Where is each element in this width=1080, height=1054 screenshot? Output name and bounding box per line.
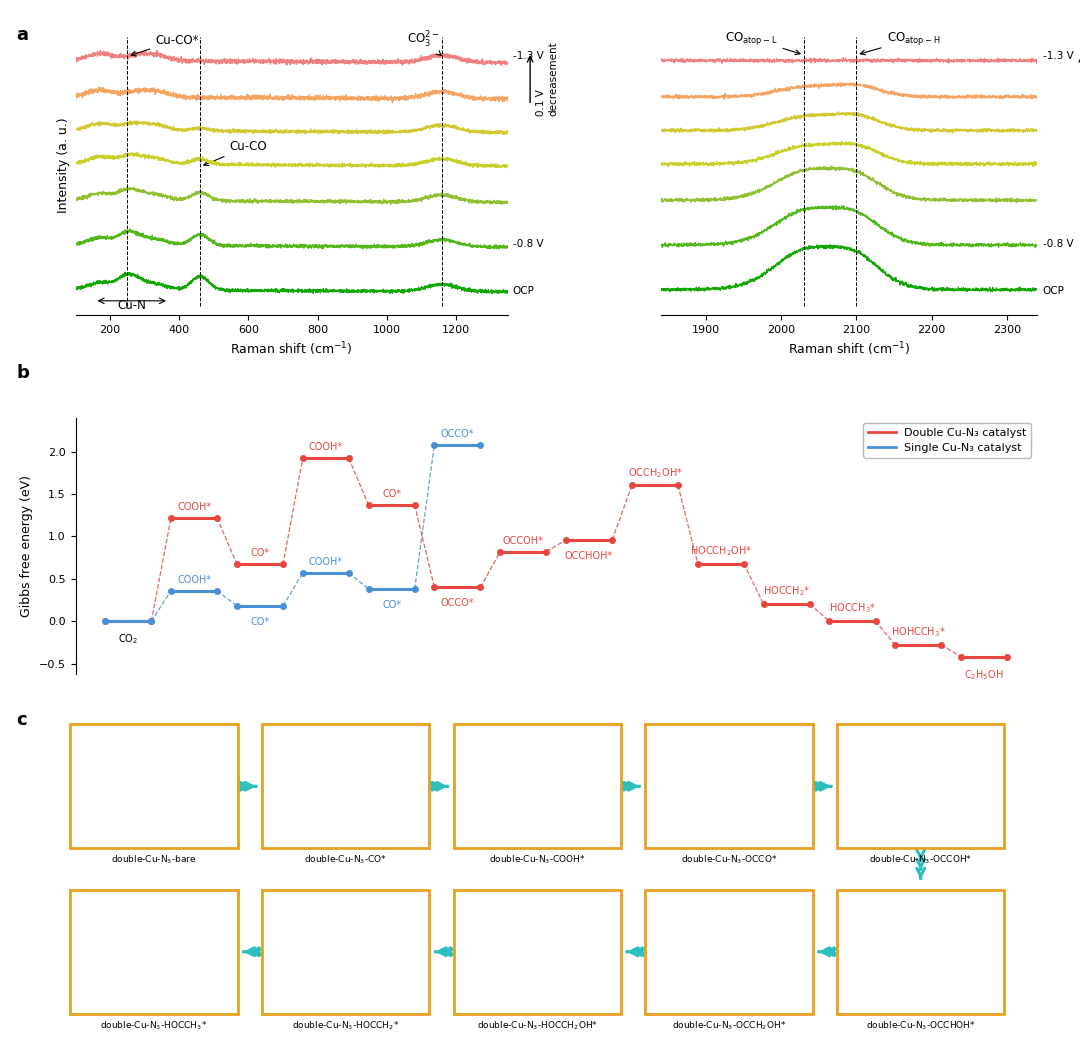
Text: a: a <box>16 26 28 44</box>
Text: CO$_2$: CO$_2$ <box>118 632 138 646</box>
Text: C$_2$H$_5$OH: C$_2$H$_5$OH <box>964 668 1004 682</box>
Text: double-Cu-N$_3$-HOCCH$_3$*: double-Cu-N$_3$-HOCCH$_3$* <box>100 1019 207 1032</box>
Text: b: b <box>16 364 29 382</box>
Text: HOCCH$_2$OH*: HOCCH$_2$OH* <box>690 544 752 558</box>
Text: double-Cu-N$_3$-COOH*: double-Cu-N$_3$-COOH* <box>489 854 585 866</box>
Text: double-Cu-N$_3$-bare: double-Cu-N$_3$-bare <box>111 854 197 866</box>
Text: -1.3 V: -1.3 V <box>1043 52 1074 61</box>
X-axis label: Raman shift (cm$^{-1}$): Raman shift (cm$^{-1}$) <box>787 340 910 357</box>
Y-axis label: Intensity (a. u.): Intensity (a. u.) <box>57 117 70 213</box>
Text: COOH*: COOH* <box>309 443 342 452</box>
Text: COOH*: COOH* <box>177 574 212 585</box>
Text: CO$_\mathrm{atop-L}$: CO$_\mathrm{atop-L}$ <box>725 31 800 55</box>
Y-axis label: Gibbs free energy (eV): Gibbs free energy (eV) <box>21 474 33 617</box>
Text: CO$_3^{2-}$: CO$_3^{2-}$ <box>407 30 441 56</box>
Text: OCCO*: OCCO* <box>441 599 474 608</box>
Text: COOH*: COOH* <box>177 502 212 512</box>
Text: OCP: OCP <box>1043 286 1065 296</box>
Text: CO*: CO* <box>251 617 270 627</box>
Text: OCCHOH*: OCCHOH* <box>565 551 613 561</box>
Text: OCP: OCP <box>513 286 535 296</box>
Text: CO$_\mathrm{atop-H}$: CO$_\mathrm{atop-H}$ <box>861 31 940 55</box>
Text: Cu-N: Cu-N <box>117 298 146 312</box>
Text: OCCH$_2$OH*: OCCH$_2$OH* <box>627 466 683 480</box>
Text: double-Cu-N$_3$-CO*: double-Cu-N$_3$-CO* <box>305 854 387 866</box>
Text: -0.8 V: -0.8 V <box>1043 238 1074 249</box>
Text: double-Cu-N$_3$-HOCCH$_2$OH*: double-Cu-N$_3$-HOCCH$_2$OH* <box>476 1019 598 1032</box>
Text: HOCCH$_3$*: HOCCH$_3$* <box>828 602 876 616</box>
Text: c: c <box>16 711 27 729</box>
X-axis label: Raman shift (cm$^{-1}$): Raman shift (cm$^{-1}$) <box>230 340 353 357</box>
Text: OCCOH*: OCCOH* <box>503 535 543 546</box>
Text: 0.1 V
decreasement: 0.1 V decreasement <box>537 41 558 116</box>
Text: CO*: CO* <box>382 489 401 499</box>
Text: double-Cu-N$_3$-OCCH$_2$OH*: double-Cu-N$_3$-OCCH$_2$OH* <box>672 1019 786 1032</box>
Text: CO*: CO* <box>251 548 270 559</box>
Text: HOHCCH$_3$*: HOHCCH$_3$* <box>891 625 946 639</box>
Text: OCCO*: OCCO* <box>441 429 474 438</box>
Text: double-Cu-N$_3$-HOCCH$_2$*: double-Cu-N$_3$-HOCCH$_2$* <box>292 1019 400 1032</box>
Legend: Double Cu-N₃ catalyst, Single Cu-N₃ catalyst: Double Cu-N₃ catalyst, Single Cu-N₃ cata… <box>863 423 1031 457</box>
Text: CO*: CO* <box>382 600 401 610</box>
Text: HOCCH$_2$*: HOCCH$_2$* <box>764 585 810 599</box>
Text: Cu-CO: Cu-CO <box>204 140 267 165</box>
Text: double-Cu-N$_3$-OCCO*: double-Cu-N$_3$-OCCO* <box>680 854 778 866</box>
Text: double-Cu-N$_3$-OCCOH*: double-Cu-N$_3$-OCCOH* <box>869 854 972 866</box>
Text: Cu-CO*: Cu-CO* <box>132 34 199 56</box>
Text: COOH*: COOH* <box>309 557 342 567</box>
Text: -0.8 V: -0.8 V <box>513 238 543 249</box>
Text: double-Cu-N$_3$-OCCHOH*: double-Cu-N$_3$-OCCHOH* <box>866 1019 975 1032</box>
Text: -1.3 V: -1.3 V <box>513 52 543 61</box>
